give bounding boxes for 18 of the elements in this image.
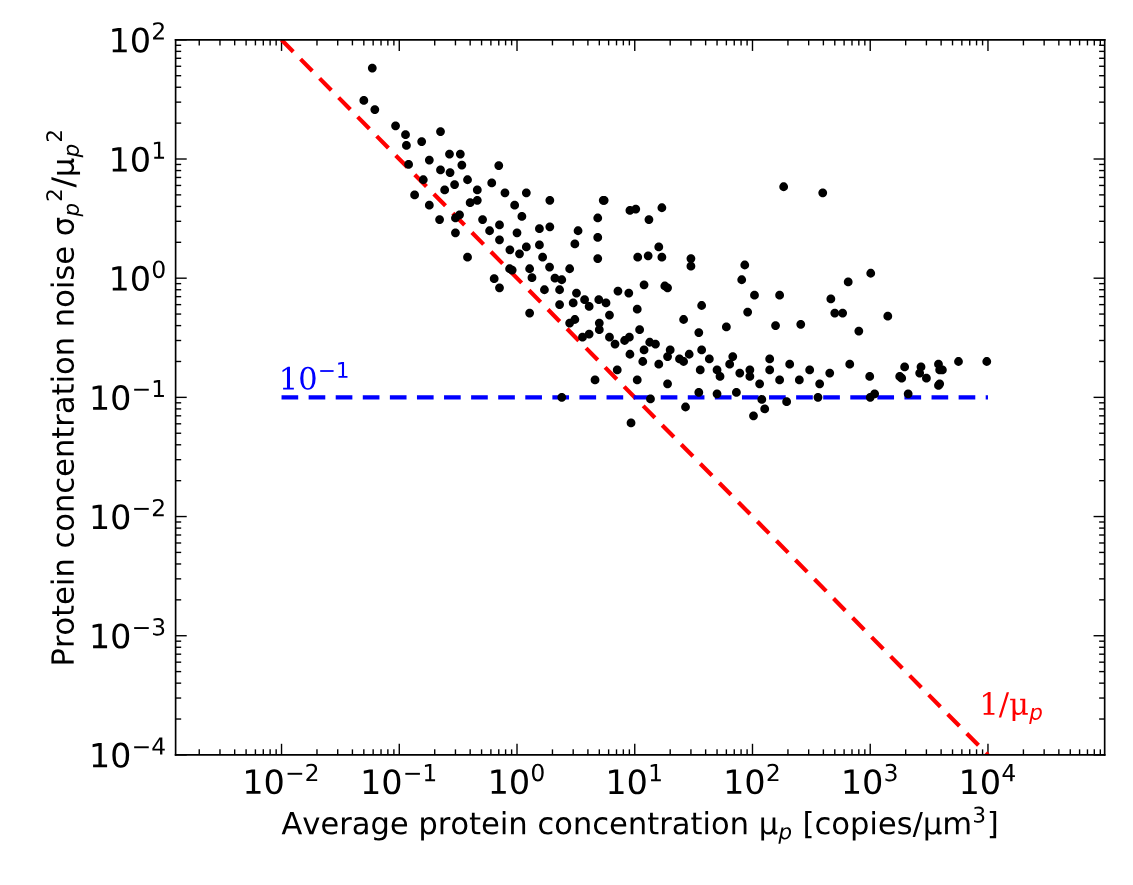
y-axis-title: Protein concentration noise σ$_{p}$$^{2}$/μ$_{p}$$^{2}$ bbox=[46, 131, 84, 664]
series-label: 10$^{−1}$ bbox=[282, 362, 348, 390]
x-tick-label: 10$^{−2}$ bbox=[246, 763, 318, 795]
y-tick-label: 10$^{0}$ bbox=[112, 260, 165, 292]
y-tick-label: 10$^{−1}$ bbox=[92, 380, 164, 411]
x-tick-label: 10$^{−1}$ bbox=[363, 764, 436, 795]
x-tick-label: 10$^{1}$ bbox=[609, 764, 661, 795]
x-axis-title: Average protein concentration μ$_{p}$ [copies/μm$^{3}$] bbox=[281, 806, 997, 844]
y-tick-label: 10$^{−3}$ bbox=[92, 618, 165, 649]
y-tick-label: 10$^{2}$ bbox=[112, 22, 164, 53]
y-tick-label: 10$^{1}$ bbox=[112, 141, 165, 172]
y-tick-label: 10$^{−2}$ bbox=[92, 498, 164, 530]
x-tick-label: 10$^{0}$ bbox=[491, 763, 544, 795]
series-label: 1/μ$_{p}$ bbox=[983, 691, 1042, 725]
x-tick-label: 10$^{3}$ bbox=[844, 763, 897, 795]
x-tick-label: 10$^{4}$ bbox=[962, 764, 1015, 795]
x-tick-label: 10$^{2}$ bbox=[726, 763, 779, 795]
y-tick-label: 10$^{−4}$ bbox=[92, 737, 165, 768]
